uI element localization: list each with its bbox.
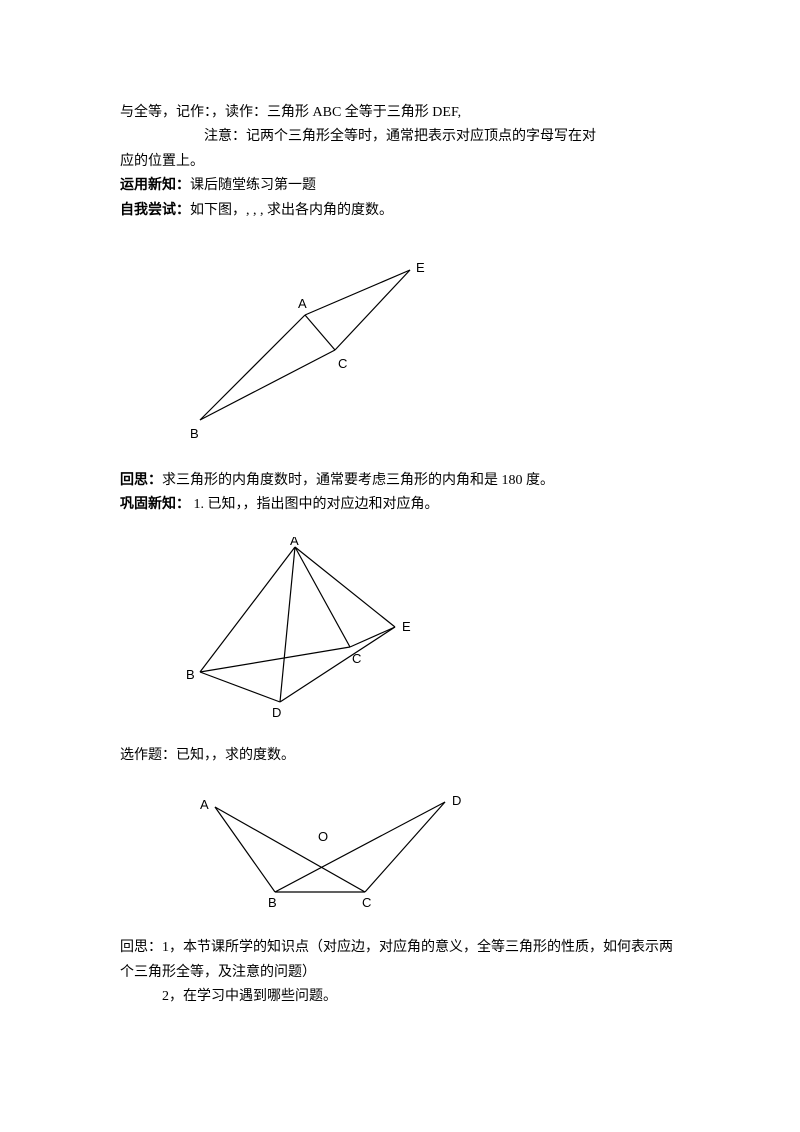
svg-text:B: B <box>186 667 195 682</box>
svg-text:B: B <box>190 426 199 441</box>
svg-text:A: A <box>298 296 307 311</box>
svg-text:C: C <box>352 651 361 666</box>
text-note-cont: 应的位置上。 <box>120 154 204 169</box>
figure-2-svg: A B C D E <box>180 537 440 717</box>
line-self: 自我尝试：如下图，, , , 求出各内角的度数。 <box>120 200 680 222</box>
svg-text:B: B <box>268 895 277 910</box>
document-page: 与全等，记作：，读作：三角形 ABC 全等于三角形 DEF, 注意：记两个三角形… <box>0 0 800 1132</box>
apply-text: 课后随堂练习第一题 <box>190 178 316 193</box>
line-reflect2: 回思：1，本节课所学的知识点（对应边，对应角的意义，全等三角形的性质，如何表示两 <box>120 937 680 959</box>
reflect-label: 回思： <box>120 473 162 488</box>
reflect2-text: 回思：1，本节课所学的知识点（对应边，对应角的意义，全等三角形的性质，如何表示两 <box>120 940 673 955</box>
svg-text:O: O <box>318 829 328 844</box>
figure-1: B A C E <box>180 250 680 450</box>
line-1: 与全等，记作：，读作：三角形 ABC 全等于三角形 DEF, <box>120 102 680 124</box>
line-reflect: 回思：求三角形的内角度数时，通常要考虑三角形的内角和是 180 度。 <box>120 470 680 492</box>
figure-1-svg: B A C E <box>180 250 440 450</box>
text-congruent-note: 与全等，记作：，读作：三角形 ABC 全等于三角形 DEF, <box>120 105 461 120</box>
line-apply: 运用新知：课后随堂练习第一题 <box>120 175 680 197</box>
line-3: 应的位置上。 <box>120 151 680 173</box>
svg-text:D: D <box>452 793 461 808</box>
consolidate-label: 巩固新知： <box>120 497 190 512</box>
line-2: 注意：记两个三角形全等时，通常把表示对应顶点的字母写在对 <box>120 126 680 148</box>
reflect2b-text: 个三角形全等，及注意的问题） <box>120 965 316 980</box>
svg-text:C: C <box>338 356 347 371</box>
figure-3-svg: A B C D O <box>180 787 480 917</box>
svg-text:D: D <box>272 705 281 717</box>
svg-text:E: E <box>402 619 411 634</box>
line-optional: 选作题：已知，，求的度数。 <box>120 745 680 767</box>
svg-text:A: A <box>290 537 299 548</box>
line-reflect2c: 2，在学习中遇到哪些问题。 <box>120 986 680 1008</box>
figure-2: A B C D E <box>180 537 680 717</box>
text-note-indent: 注意：记两个三角形全等时，通常把表示对应顶点的字母写在对 <box>204 129 596 144</box>
line-consolidate: 巩固新知： 1. 已知，，指出图中的对应边和对应角。 <box>120 494 680 516</box>
reflect2c-text: 2，在学习中遇到哪些问题。 <box>162 989 337 1004</box>
self-label: 自我尝试： <box>120 203 190 218</box>
svg-text:A: A <box>200 797 209 812</box>
reflect-text: 求三角形的内角度数时，通常要考虑三角形的内角和是 180 度。 <box>162 473 554 488</box>
figure-3: A B C D O <box>180 787 680 917</box>
optional-text: 选作题：已知，，求的度数。 <box>120 748 295 763</box>
consolidate-text: 1. 已知，，指出图中的对应边和对应角。 <box>190 497 439 512</box>
svg-text:E: E <box>416 260 425 275</box>
self-text: 如下图，, , , 求出各内角的度数。 <box>190 203 393 218</box>
svg-text:C: C <box>362 895 371 910</box>
apply-label: 运用新知： <box>120 178 190 193</box>
line-reflect2b: 个三角形全等，及注意的问题） <box>120 962 680 984</box>
